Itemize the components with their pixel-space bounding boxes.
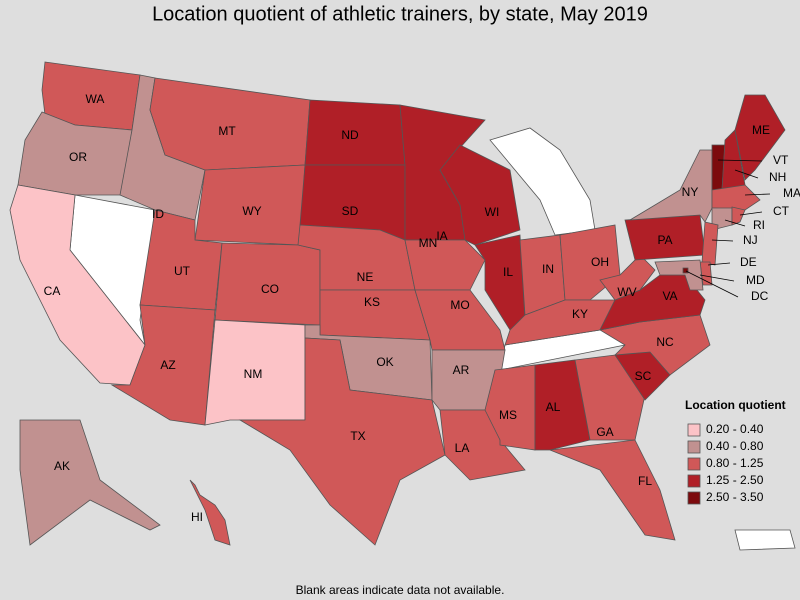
states	[9, 61, 786, 546]
legend-label: 0.40 - 0.80	[706, 439, 764, 453]
state-label: DE	[740, 255, 757, 269]
legend-swatch	[687, 457, 701, 471]
state-label: CA	[44, 284, 61, 298]
state-label: NC	[656, 335, 674, 349]
leader-line	[699, 274, 735, 282]
state	[599, 254, 656, 301]
state-label: OR	[69, 150, 87, 164]
state-label: SD	[342, 204, 359, 218]
state	[17, 111, 133, 196]
leader-line	[724, 219, 746, 227]
state-label: NE	[357, 270, 374, 284]
state-label: UT	[174, 264, 191, 278]
state	[734, 94, 786, 181]
no-data-area	[489, 127, 596, 236]
state-label: MA	[783, 186, 800, 200]
state	[654, 259, 704, 291]
no-data-area	[734, 529, 796, 551]
state-label: WV	[617, 285, 636, 299]
state-label: SC	[635, 369, 652, 383]
state-label: FL	[638, 474, 652, 488]
state	[682, 267, 689, 274]
state-label: AZ	[160, 358, 175, 372]
state	[110, 304, 216, 426]
state	[504, 299, 616, 346]
state-label: AL	[546, 400, 561, 414]
leader-line	[707, 262, 731, 266]
state	[404, 239, 486, 291]
state-label: IL	[503, 265, 513, 279]
state	[189, 479, 231, 546]
legend-swatch	[687, 491, 701, 505]
state-label: MN	[419, 236, 438, 250]
leader-line	[717, 159, 763, 162]
state-label: TX	[350, 429, 365, 443]
state-label: VA	[662, 289, 677, 303]
state-label: OH	[591, 255, 609, 269]
state-label: LA	[455, 441, 470, 455]
state-label: WY	[242, 204, 261, 218]
state-label: NJ	[743, 233, 758, 247]
state	[534, 359, 591, 451]
state-label: PA	[657, 233, 672, 247]
leader-line	[685, 270, 739, 298]
legend-swatch	[687, 440, 701, 454]
state	[599, 274, 706, 331]
state-label: AK	[54, 459, 70, 473]
state-label: IN	[542, 262, 554, 276]
legend-label: 2.50 - 3.50	[706, 490, 764, 504]
footnote: Blank areas indicate data not available.	[296, 583, 505, 597]
legend-label: 0.80 - 1.25	[706, 456, 764, 470]
state-label: MD	[746, 273, 765, 287]
leader-line	[734, 169, 759, 179]
leader-line	[711, 239, 734, 242]
state	[701, 221, 719, 266]
map-title: Location quotient of athletic trainers, …	[152, 3, 648, 25]
state-label: MO	[450, 298, 469, 312]
legend-label: 0.20 - 0.40	[706, 422, 764, 436]
state-label: NM	[244, 367, 263, 381]
legend-swatch	[687, 474, 701, 488]
state	[574, 354, 646, 441]
state-label: CO	[261, 282, 279, 296]
state-label: MT	[218, 124, 236, 138]
legend-title: Location quotient	[685, 398, 786, 412]
state-label: WA	[86, 92, 105, 106]
state-label: KS	[364, 295, 380, 309]
state-label: NH	[769, 170, 786, 184]
state	[731, 206, 746, 226]
state-label: IA	[436, 229, 447, 243]
state	[9, 184, 146, 386]
legend: Location quotient 0.20 - 0.40 0.40 - 0.80…	[685, 398, 786, 505]
state-label: WI	[485, 205, 500, 219]
state-label: NY	[682, 185, 699, 199]
state	[711, 184, 761, 211]
state	[439, 144, 521, 246]
state-label: ID	[152, 207, 164, 221]
state-label: AR	[453, 363, 470, 377]
state-label: OK	[376, 355, 393, 369]
leader-line	[739, 211, 763, 216]
state-label: RI	[753, 218, 765, 232]
legend-label: 1.25 - 2.50	[706, 473, 764, 487]
legend-swatch	[687, 423, 701, 437]
state	[238, 337, 446, 546]
state	[19, 419, 161, 546]
state-label: MS	[499, 408, 517, 422]
state-label: VT	[773, 153, 789, 167]
state	[549, 439, 676, 541]
state-label: GA	[596, 425, 613, 439]
state-label: HI	[191, 510, 203, 524]
state-label: ND	[341, 128, 359, 142]
state-label: DC	[751, 289, 769, 303]
state-label: CT	[773, 204, 790, 218]
leader-line	[744, 193, 771, 196]
state-label: KY	[572, 307, 588, 321]
state-label: ME	[752, 123, 770, 137]
